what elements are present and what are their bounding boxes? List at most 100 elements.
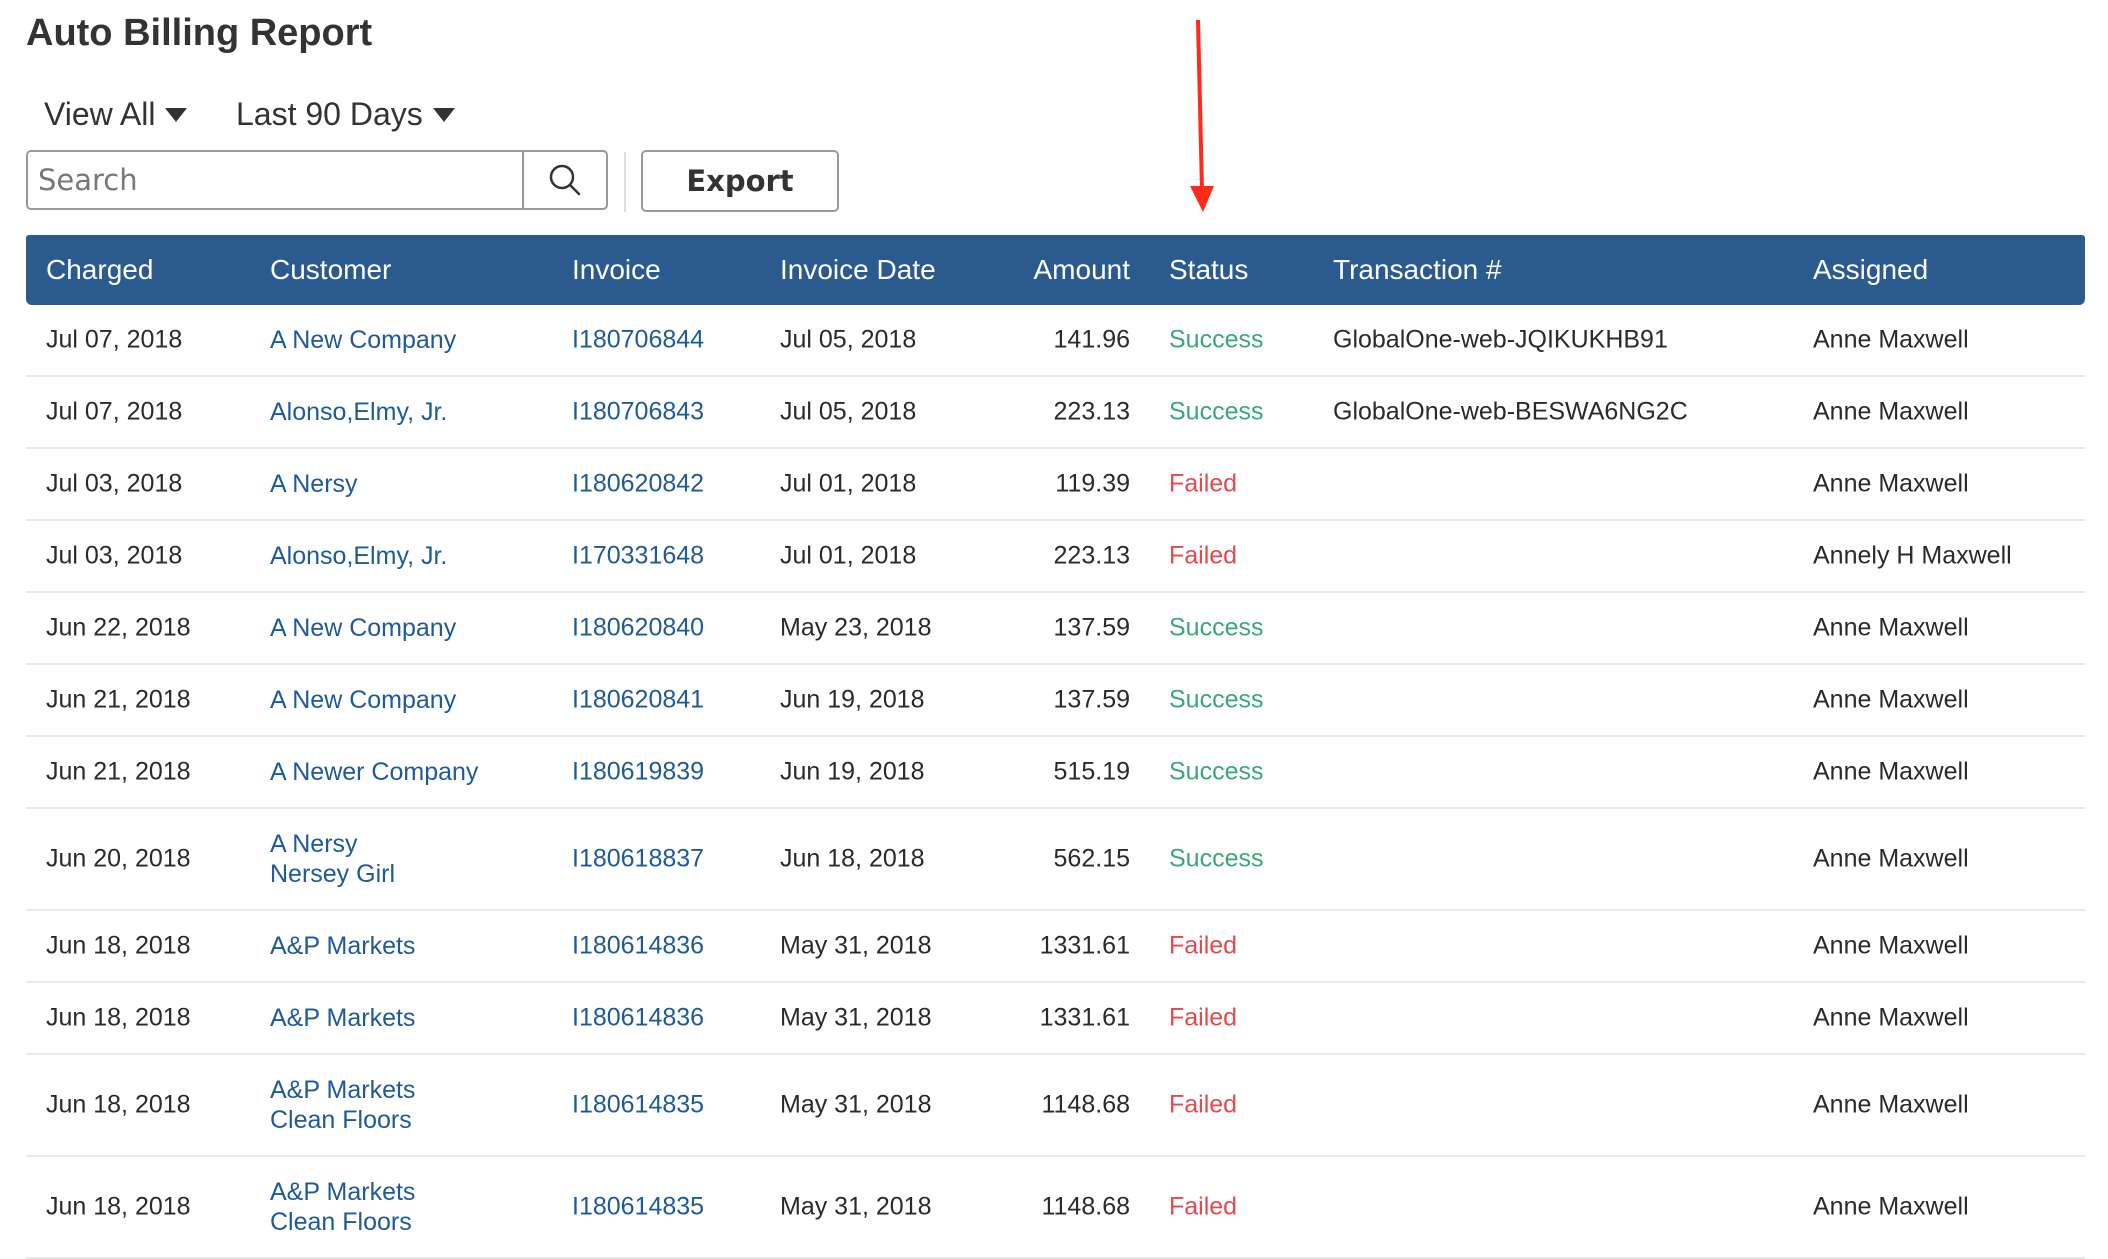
customer-link[interactable]: A&P Markets	[270, 1178, 416, 1206]
charged-cell: Jul 03, 2018	[46, 469, 183, 498]
customer-cell: A&P Markets	[270, 931, 415, 961]
status-label: Failed	[1169, 1003, 1238, 1032]
invoice-date-cell: Jul 01, 2018	[780, 469, 917, 498]
view-filter-label: View All	[44, 96, 156, 132]
invoice-date-cell: Jun 18, 2018	[780, 844, 925, 873]
transaction-cell: GlobalOne-web-JQIKUKHB91	[1333, 325, 1668, 354]
invoice-link[interactable]: I170331648	[572, 541, 705, 570]
column-header[interactable]: Invoice Date	[780, 254, 936, 285]
column-header[interactable]: Status	[1169, 254, 1249, 285]
assigned-cell: Anne Maxwell	[1813, 844, 1969, 873]
invoice-date-cell: Jun 19, 2018	[780, 685, 925, 714]
status-label: Success	[1169, 397, 1264, 426]
invoice-link[interactable]: I180614836	[572, 931, 705, 960]
charged-cell: Jun 18, 2018	[46, 1003, 191, 1032]
amount-cell: 1148.68	[1041, 1192, 1130, 1221]
invoice-link[interactable]: I180706844	[572, 325, 705, 354]
column-header[interactable]: Invoice	[572, 254, 661, 285]
invoice-link[interactable]: I180706843	[572, 397, 705, 426]
customer-link[interactable]: A Nersy	[270, 470, 358, 498]
assigned-cell: Anne Maxwell	[1813, 613, 1969, 642]
assigned-cell: Annely H Maxwell	[1813, 541, 2012, 570]
charged-cell: Jun 21, 2018	[46, 757, 191, 786]
search-button[interactable]	[522, 152, 606, 208]
search-icon	[549, 164, 581, 196]
customer-link[interactable]: A&P Markets	[270, 1076, 416, 1104]
assigned-cell: Anne Maxwell	[1813, 1003, 1969, 1032]
table-row: Jun 22, 2018 A New Company I180620840 May 2…	[26, 593, 2085, 665]
status-label: Failed	[1169, 469, 1238, 498]
customer-link[interactable]: A Newer Company	[270, 758, 479, 786]
customer-link[interactable]: A Nersy	[270, 830, 358, 858]
status-label: Success	[1169, 844, 1264, 873]
customer-link[interactable]: A&P Markets	[270, 932, 416, 960]
customer-link[interactable]: Nersey Girl	[270, 860, 396, 888]
amount-cell: 223.13	[1053, 541, 1130, 570]
invoice-date-cell: Jun 19, 2018	[780, 757, 925, 786]
status-label: Success	[1169, 685, 1264, 714]
table-row: Jun 21, 2018 A New Company I180620841 Jun 1…	[26, 665, 2085, 737]
page-title: Auto Billing Report	[26, 12, 373, 54]
status-label: Success	[1169, 757, 1264, 786]
customer-link[interactable]: A&P Markets	[270, 1004, 416, 1032]
amount-cell: 141.96	[1053, 325, 1130, 354]
table-row: Jul 07, 2018 Alonso,Elmy, Jr. I180706843 Ju…	[26, 377, 2085, 449]
table-row: Jun 21, 2018 A Newer Company I180619839 Jun…	[26, 737, 2085, 809]
invoice-link[interactable]: I180614835	[572, 1192, 705, 1221]
customer-link[interactable]: A New Company	[270, 326, 457, 354]
view-filter-dropdown[interactable]: View All	[44, 96, 188, 133]
invoice-date-cell: May 31, 2018	[780, 931, 932, 960]
assigned-cell: Anne Maxwell	[1813, 931, 1969, 960]
table-body: Jul 07, 2018 A New Company I180706844 Jul 0…	[26, 305, 2085, 1259]
customer-link[interactable]: Alonso,Elmy, Jr.	[270, 398, 448, 426]
customer-cell: A Nersy	[270, 469, 358, 499]
customer-link[interactable]: Clean Floors	[270, 1208, 412, 1236]
assigned-cell: Anne Maxwell	[1813, 1192, 1969, 1221]
assigned-cell: Anne Maxwell	[1813, 325, 1969, 354]
invoice-date-cell: Jul 05, 2018	[780, 325, 917, 354]
search-input[interactable]	[28, 152, 522, 208]
amount-cell: 119.39	[1055, 469, 1130, 498]
column-header[interactable]: Customer	[270, 254, 392, 285]
invoice-link[interactable]: I180614836	[572, 1003, 705, 1032]
date-range-dropdown[interactable]: Last 90 Days	[236, 96, 455, 133]
invoice-link[interactable]: I180620841	[572, 685, 705, 714]
column-header[interactable]: Assigned	[1813, 254, 1929, 285]
table-row: Jul 03, 2018 A Nersy I180620842 Jul 01, 201…	[26, 449, 2085, 521]
charged-cell: Jun 22, 2018	[46, 613, 191, 642]
invoice-date-cell: May 31, 2018	[780, 1090, 932, 1119]
table-header: Charged Customer Invoice Invoice Date Amount…	[26, 235, 2085, 305]
invoice-link[interactable]: I180620840	[572, 613, 705, 642]
status-label: Failed	[1169, 931, 1238, 960]
invoice-date-cell: Jul 01, 2018	[780, 541, 917, 570]
amount-cell: 223.13	[1053, 397, 1130, 426]
assigned-cell: Anne Maxwell	[1813, 1090, 1969, 1119]
invoice-link[interactable]: I180618837	[572, 844, 705, 873]
column-header[interactable]: Charged	[46, 254, 154, 285]
column-header[interactable]: Amount	[1033, 254, 1131, 285]
customer-link[interactable]: A New Company	[270, 614, 457, 642]
date-range-label: Last 90 Days	[236, 96, 423, 132]
customer-link[interactable]: Alonso,Elmy, Jr.	[270, 542, 448, 570]
amount-cell: 562.15	[1053, 844, 1130, 873]
charged-cell: Jul 07, 2018	[46, 325, 183, 354]
invoice-date-cell: May 23, 2018	[780, 613, 932, 642]
assigned-cell: Anne Maxwell	[1813, 757, 1969, 786]
table-row: Jun 18, 2018 A&P Markets I180614836 May 31,…	[26, 983, 2085, 1055]
customer-cell: A&P Markets Clean Floors	[270, 1075, 415, 1135]
customer-cell: A&P Markets	[270, 1003, 415, 1033]
column-header[interactable]: Transaction #	[1333, 254, 1502, 285]
invoice-link[interactable]: I180619839	[572, 757, 705, 786]
customer-cell: A&P Markets Clean Floors	[270, 1177, 415, 1237]
invoice-link[interactable]: I180614835	[572, 1090, 705, 1119]
charged-cell: Jun 18, 2018	[46, 931, 191, 960]
status-label: Failed	[1169, 1192, 1238, 1221]
export-button[interactable]: Export	[641, 150, 839, 212]
charged-cell: Jul 03, 2018	[46, 541, 183, 570]
invoice-date-cell: May 31, 2018	[780, 1003, 932, 1032]
customer-cell: Alonso,Elmy, Jr.	[270, 397, 447, 427]
customer-link[interactable]: A New Company	[270, 686, 457, 714]
customer-link[interactable]: Clean Floors	[270, 1106, 412, 1134]
amount-cell: 1331.61	[1039, 1003, 1130, 1032]
invoice-link[interactable]: I180620842	[572, 469, 705, 498]
